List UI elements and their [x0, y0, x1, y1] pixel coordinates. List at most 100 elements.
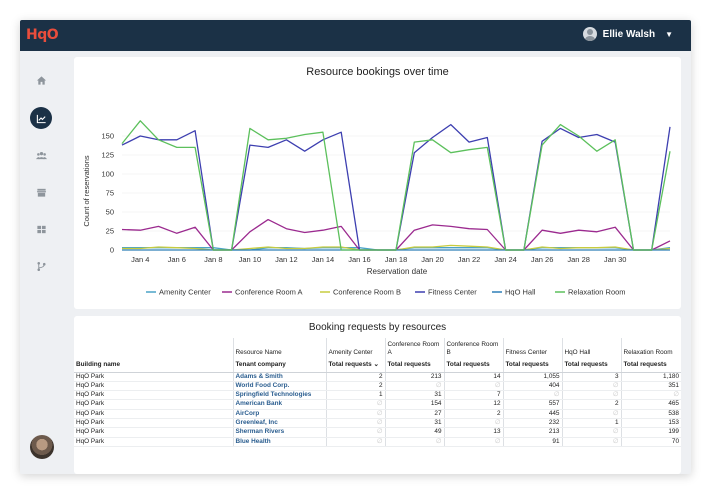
value-cell: ∅	[561, 381, 621, 392]
x-tick-label: Jan 26	[531, 255, 554, 264]
value-cell: ∅	[325, 427, 385, 438]
profile-avatar[interactable]	[30, 435, 54, 459]
header-total-sort[interactable]: Total requests ⌄	[325, 358, 385, 373]
tenant-link[interactable]: American Bank	[232, 399, 326, 410]
value-cell: 1,055	[502, 372, 562, 382]
value-cell: 7	[443, 390, 503, 401]
tenant-link[interactable]: World Food Corp.	[232, 381, 326, 392]
header-hqo-hall[interactable]: HqO Hall	[561, 338, 621, 358]
sidebar-item-people[interactable]	[30, 144, 52, 166]
value-cell: 213	[384, 372, 444, 382]
x-tick-label: Jan 16	[348, 255, 371, 264]
value-cell: 3	[561, 372, 621, 382]
table-row: HqO Park Adams & Smith 2 213 14 1,055 3 1,180	[74, 372, 681, 382]
header-total: Total requests	[384, 358, 444, 373]
header-total: Total requests	[502, 358, 562, 373]
header-amenity-center[interactable]: Amenity Center	[325, 338, 385, 358]
header-fitness-center[interactable]: Fitness Center	[502, 338, 562, 358]
header-total: Total requests	[561, 358, 621, 373]
user-avatar-icon	[582, 27, 597, 41]
legend-item[interactable]: HqO Hall	[492, 288, 536, 297]
value-cell: 351	[620, 381, 681, 392]
header-blank	[74, 338, 233, 358]
building-cell: HqO Park	[74, 372, 233, 382]
store-icon	[36, 188, 46, 197]
table-row: HqO Park World Food Corp. 2 ∅ ∅ 404 ∅ 351	[74, 381, 681, 392]
grid-icon	[36, 225, 46, 233]
tenant-link[interactable]: Sherman Rivers	[232, 427, 326, 438]
x-tick-label: Jan 24	[494, 255, 517, 264]
chevron-down-icon: ⌄	[373, 360, 379, 368]
tenant-link[interactable]: Blue Health	[232, 437, 326, 447]
value-cell: ∅	[561, 409, 621, 420]
value-cell: 91	[502, 437, 562, 447]
series-line-conference-room-a[interactable]	[121, 218, 671, 251]
legend-label: Conference Room A	[235, 288, 303, 297]
value-cell: 70	[620, 437, 681, 447]
sidebar-item-grid[interactable]	[30, 218, 52, 240]
value-cell: 2	[325, 372, 385, 382]
app-logo[interactable]: HqO	[26, 27, 59, 43]
x-axis-label: Reservation date	[367, 267, 428, 276]
y-tick-label: 100	[101, 170, 114, 179]
value-cell: ∅	[561, 390, 621, 401]
value-cell: 445	[502, 409, 562, 420]
value-cell: ∅	[620, 390, 681, 401]
y-axis-label: Count of reservations	[82, 155, 91, 227]
tenant-link[interactable]: AirCorp	[232, 409, 326, 420]
sidebar	[20, 51, 64, 474]
value-cell: 27	[384, 409, 444, 420]
chart-title: Resource bookings over time	[306, 66, 449, 78]
legend-item[interactable]: Fitness Center	[415, 288, 477, 297]
sidebar-item-analytics[interactable]	[30, 107, 52, 129]
header-total: Total requests	[443, 358, 503, 373]
building-cell: HqO Park	[74, 427, 233, 438]
user-menu[interactable]: Ellie Walsh ▼	[582, 27, 673, 41]
app-window: HqO Ellie Walsh ▼ Resource bookings over…	[20, 20, 691, 474]
value-cell: ∅	[325, 418, 385, 429]
header-total: Total requests	[620, 358, 681, 373]
legend-item[interactable]: Conference Room A	[222, 288, 303, 297]
people-icon	[35, 151, 47, 159]
y-tick-label: 0	[110, 246, 114, 255]
header-relaxation-room[interactable]: Relaxation Room	[620, 338, 681, 358]
value-cell: 232	[502, 418, 562, 429]
sidebar-item-store[interactable]	[30, 181, 52, 203]
value-cell: 404	[502, 381, 562, 392]
x-tick-label: Jan 12	[275, 255, 298, 264]
branch-icon	[36, 261, 46, 271]
value-cell: 14	[443, 372, 503, 382]
header-tenant-company[interactable]: Tenant company	[232, 358, 326, 373]
table-title: Booking requests by resources	[308, 322, 447, 333]
header-building-name[interactable]: Building name	[74, 358, 233, 373]
value-cell: 1	[325, 390, 385, 401]
y-tick-label: 25	[106, 227, 114, 236]
y-tick-label: 150	[101, 132, 114, 141]
value-cell: 2	[443, 409, 503, 420]
legend-item[interactable]: Amenity Center	[146, 288, 211, 297]
legend-item[interactable]: Relaxation Room	[555, 288, 626, 297]
value-cell: 2	[325, 381, 385, 392]
x-tick-label: Jan 10	[239, 255, 262, 264]
x-tick-label: Jan 4	[131, 255, 149, 264]
home-icon	[36, 75, 46, 85]
value-cell: 213	[502, 427, 562, 438]
table-row: HqO Park Greenleaf, Inc ∅ 31 ∅ 232 1 153	[74, 418, 681, 429]
building-cell: HqO Park	[74, 418, 233, 429]
legend-item[interactable]: Conference Room B	[320, 288, 401, 297]
value-cell: 465	[620, 399, 681, 410]
tenant-link[interactable]: Adams & Smith	[232, 372, 326, 382]
y-tick-label: 50	[106, 208, 114, 217]
header-conference-room-a[interactable]: Conference Room A	[384, 338, 444, 358]
value-cell: 31	[384, 390, 444, 401]
legend-label: Amenity Center	[159, 288, 211, 297]
value-cell: 1,180	[620, 372, 681, 382]
sidebar-item-branch[interactable]	[30, 255, 52, 277]
header-conference-room-b[interactable]: Conference Room B	[443, 338, 503, 358]
series-line-relaxation-room[interactable]	[121, 120, 671, 251]
tenant-link[interactable]: Greenleaf, Inc	[232, 418, 326, 429]
chevron-down-icon: ▼	[665, 29, 673, 39]
x-tick-label: Jan 14	[312, 255, 335, 264]
sidebar-item-home[interactable]	[30, 69, 52, 91]
tenant-link[interactable]: Springfield Technologies	[232, 390, 326, 401]
